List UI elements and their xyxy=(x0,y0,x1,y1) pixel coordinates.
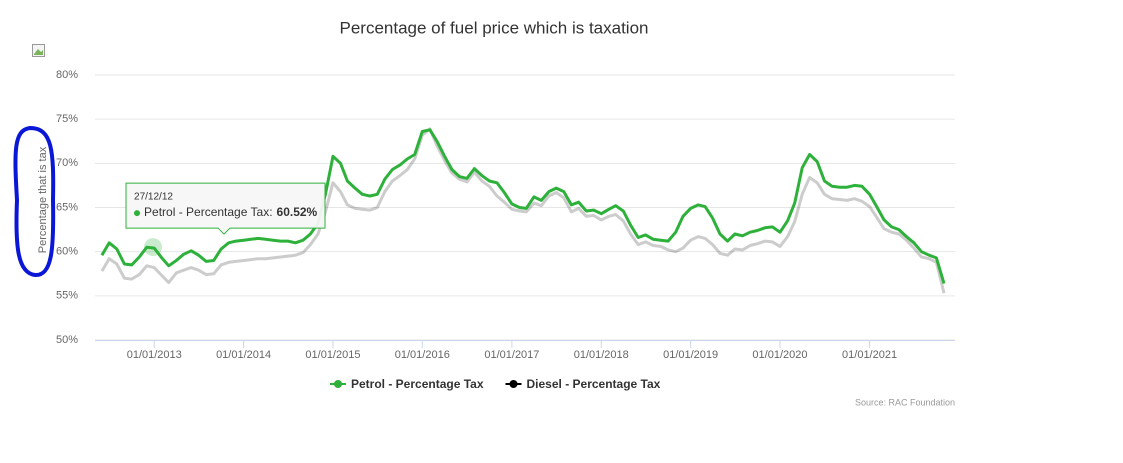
tooltip-date: 27/12/12 xyxy=(134,192,173,203)
tooltip-bullet xyxy=(134,210,141,217)
y-axis-label: Percentage that is tax xyxy=(37,146,49,253)
x-tick-label: 01/01/2020 xyxy=(752,349,807,361)
y-tick-label: 60% xyxy=(56,246,78,258)
source-credit: Source: RAC Foundation xyxy=(855,397,955,407)
legend-marker xyxy=(334,380,342,388)
tooltip-value: 60.52% xyxy=(277,205,318,219)
x-tick-label: 01/01/2014 xyxy=(216,349,271,361)
legend-item[interactable]: Petrol - Percentage Tax xyxy=(330,377,484,391)
y-tick-label: 75% xyxy=(56,113,78,125)
series-line xyxy=(100,128,946,284)
y-tick-label: 65% xyxy=(56,201,78,213)
y-tick-label: 50% xyxy=(56,334,78,346)
y-tick-label: 70% xyxy=(56,157,78,169)
x-tick-label: 01/01/2021 xyxy=(842,349,897,361)
broken-image-icon xyxy=(32,44,45,57)
legend-item[interactable]: Diesel - Percentage Tax xyxy=(505,377,661,391)
tooltip-series: Petrol - Percentage Tax: xyxy=(144,205,273,219)
legend-marker xyxy=(509,380,518,388)
x-tick-label: 01/01/2017 xyxy=(484,349,539,361)
legend-label: Petrol - Percentage Tax xyxy=(351,377,484,391)
tooltip-box xyxy=(125,182,326,235)
hand-drawn-annotation xyxy=(13,125,56,277)
hover-halo xyxy=(144,238,163,257)
x-tick-label: 01/01/2018 xyxy=(574,349,629,361)
x-tick-label: 01/01/2019 xyxy=(663,349,718,361)
x-tick-label: 01/01/2013 xyxy=(127,349,182,361)
y-tick-label: 55% xyxy=(56,290,78,302)
chart-title: Percentage of fuel price which is taxati… xyxy=(339,18,648,37)
series-line xyxy=(100,127,946,294)
x-tick-label: 01/01/2015 xyxy=(305,349,360,361)
legend: Petrol - Percentage Tax Diesel - Percenta… xyxy=(330,377,661,391)
y-tick-label: 80% xyxy=(56,69,78,81)
legend-label: Diesel - Percentage Tax xyxy=(527,377,661,391)
x-tick-label: 01/01/2016 xyxy=(395,349,450,361)
